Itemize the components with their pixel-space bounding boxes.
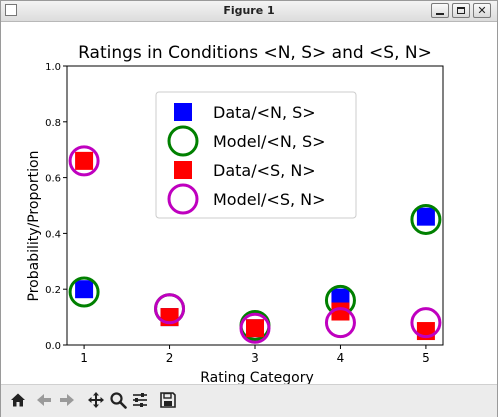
data-point-circle — [410, 203, 442, 235]
x-tick-label: 3 — [251, 351, 259, 365]
zoom-icon — [110, 392, 127, 409]
save-icon — [160, 392, 176, 408]
close-icon: ✕ — [477, 4, 487, 17]
axis-ticks: 1 2 3 4 5 0.0 0.2 0.4 0.6 0.8 1.0 — [45, 62, 430, 365]
data-point-circle — [324, 307, 356, 339]
data-point-square — [75, 151, 94, 170]
x-tick-label: 1 — [80, 351, 88, 365]
zoom-button[interactable] — [107, 389, 129, 411]
maximize-button[interactable] — [452, 3, 470, 18]
legend-marker — [167, 125, 199, 157]
data-point-circle — [68, 145, 100, 177]
y-tick-label: 0.6 — [45, 174, 61, 185]
back-button[interactable] — [33, 389, 55, 411]
legend-label: Data/<S, N> — [213, 161, 316, 180]
configure-subplots-icon — [133, 393, 147, 407]
pan-button[interactable] — [85, 389, 107, 411]
home-button[interactable] — [7, 389, 29, 411]
y-tick-label: 0.2 — [45, 285, 61, 296]
y-tick-label: 0.4 — [45, 229, 61, 240]
maximize-icon — [457, 7, 465, 14]
data-point-square — [246, 319, 264, 338]
data-point-square — [331, 302, 350, 321]
legend-label: Model/<S, N> — [213, 190, 326, 209]
y-tick-label: 0.8 — [45, 118, 61, 129]
chart-title: Ratings in Conditions <N, S> and <S, N> — [78, 43, 432, 63]
data-point-square — [416, 207, 435, 226]
pan-icon — [88, 392, 104, 408]
figure-canvas[interactable]: Ratings in Conditions <N, S> and <S, N> … — [1, 22, 497, 384]
legend: Data/<N, S> Model/<N, S> Data/<S, N> Model/… — [155, 91, 357, 219]
minimize-icon — [436, 12, 444, 15]
legend-label: Model/<N, S> — [213, 132, 326, 151]
data-markers — [68, 145, 442, 344]
close-button[interactable]: ✕ — [473, 3, 491, 18]
scatter-chart: Ratings in Conditions <N, S> and <S, N> … — [26, 43, 444, 384]
x-tick-label: 5 — [422, 351, 430, 365]
x-tick-label: 2 — [166, 351, 174, 365]
y-axis-label: Probability/Proportion — [26, 151, 42, 302]
legend-marker — [174, 161, 192, 179]
title-bar[interactable]: Figure 1 ✕ — [1, 1, 497, 22]
legend-label: Data/<N, S> — [213, 103, 316, 122]
home-icon — [11, 393, 25, 407]
data-point-circle — [154, 293, 186, 325]
minimize-button[interactable] — [431, 3, 449, 18]
legend-marker — [167, 183, 199, 215]
y-tick-label: 0.0 — [45, 341, 61, 352]
navigation-toolbar — [1, 384, 497, 417]
y-tick-label: 1.0 — [45, 62, 61, 73]
series-3 — [68, 145, 442, 344]
app-icon — [5, 4, 17, 16]
configure-subplots-button[interactable] — [129, 389, 151, 411]
forward-button[interactable] — [56, 389, 78, 411]
data-point-circle — [68, 276, 100, 308]
legend-box — [155, 91, 357, 219]
save-button[interactable] — [157, 389, 179, 411]
back-arrow-icon — [37, 394, 51, 406]
legend-marker — [174, 103, 192, 121]
forward-arrow-icon — [60, 394, 74, 406]
data-point-square — [75, 280, 94, 299]
window-title: Figure 1 — [223, 4, 275, 17]
data-point-circle — [410, 307, 442, 339]
x-axis-label: Rating Category — [200, 370, 314, 384]
data-point-circle — [239, 312, 271, 344]
series-0 — [75, 207, 435, 338]
data-point-square — [331, 288, 350, 307]
x-tick-label: 4 — [337, 351, 345, 365]
